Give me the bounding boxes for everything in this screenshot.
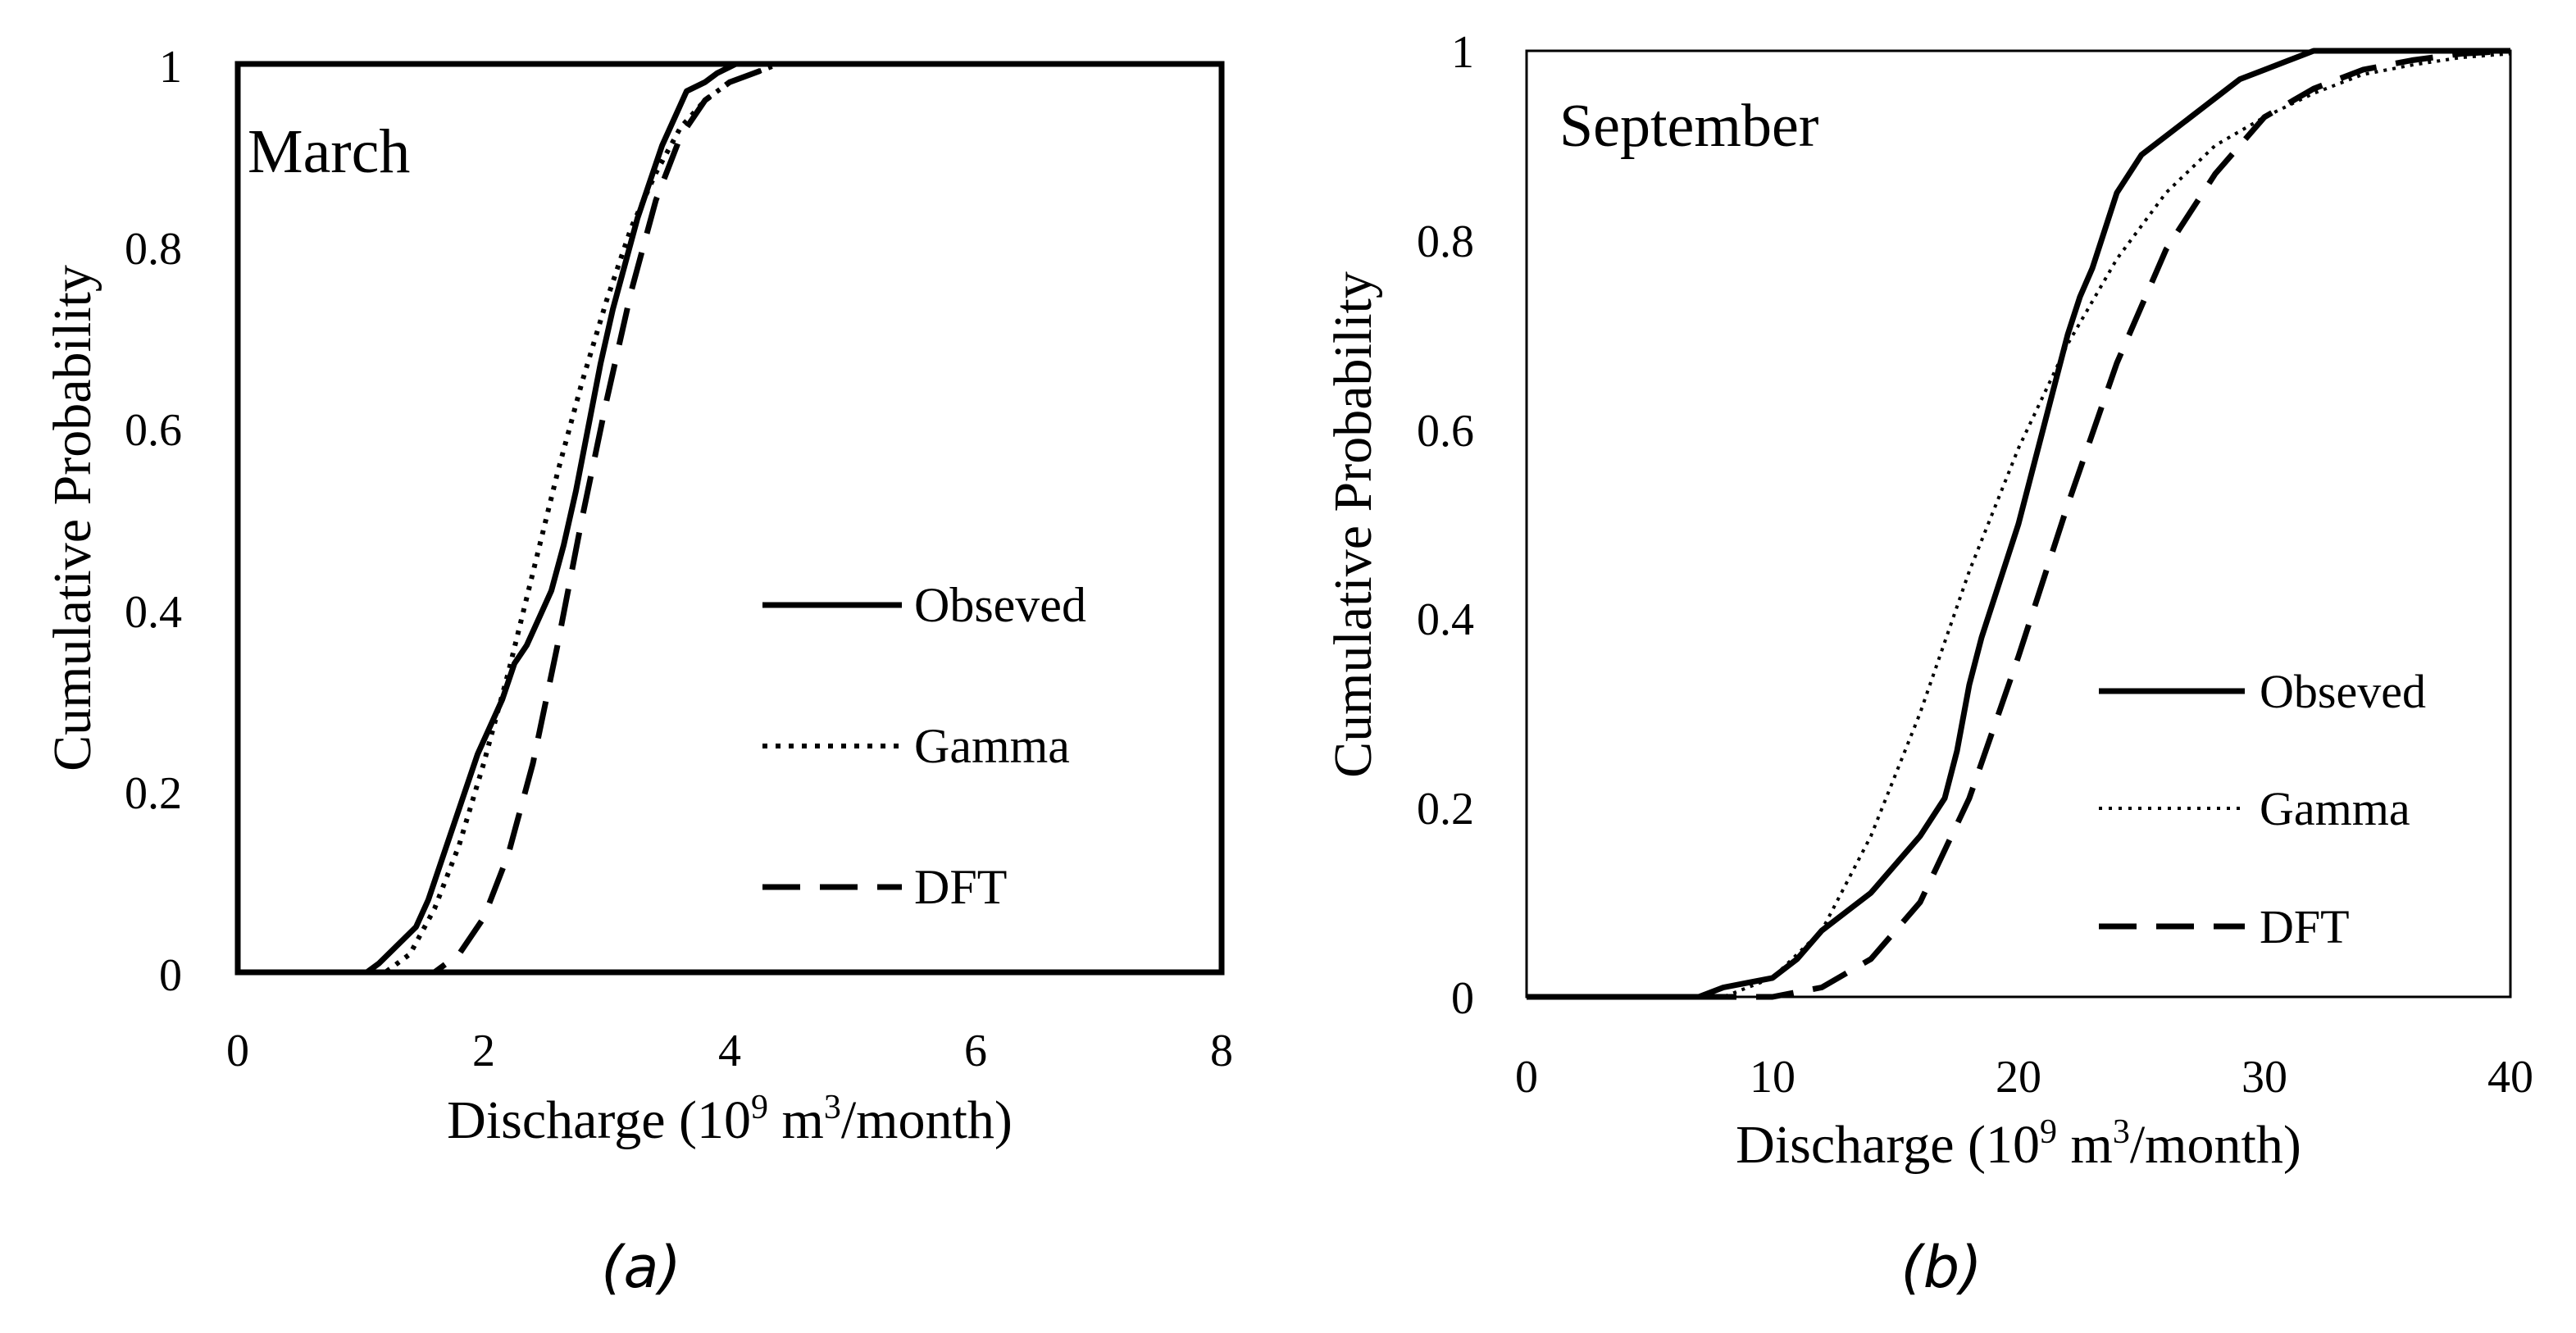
legend-label: Gamma [2260,782,2410,835]
series-line-obseved [1527,48,2510,1000]
x-axis-label: Discharge (109 m3/month) [447,1089,1013,1150]
x-tick-label: 8 [1210,1026,1233,1076]
x-axis-label-part: /month) [841,1090,1013,1150]
x-tick-labels: 0 10 20 30 40 [1515,1052,2533,1103]
y-tick-label: 1 [159,42,182,93]
x-tick-label: 0 [1515,1052,1538,1103]
x-axis-label-part: Discharge (10 [1736,1115,2040,1175]
x-tick-label: 4 [718,1026,741,1076]
series-group [238,61,1222,976]
series-line-gamma [238,61,1222,975]
y-tick-label: 0 [1451,973,1474,1024]
x-axis-label-exponent: 9 [2040,1113,2057,1151]
series-group [1527,48,2511,1000]
x-tick-label: 10 [1750,1052,1795,1103]
panel-label: September [1559,93,1818,160]
legend-label: Gamma [914,719,1070,773]
x-axis-label-part: Discharge (10 [447,1090,751,1150]
legend-label: Obseved [914,578,1086,632]
x-axis-label: Discharge (109 m3/month) [1736,1113,2301,1175]
y-tick-label: 0.8 [125,224,182,275]
x-tick-labels: 0 2 4 6 8 [226,1026,1233,1076]
y-tick-label: 0.2 [1417,784,1474,835]
plot-border [1525,49,2512,999]
x-tick-label: 0 [226,1026,249,1076]
figure-caption: (b) [1900,1234,1982,1301]
x-tick-label: 2 [472,1026,495,1076]
y-tick-labels: 0 0.2 0.4 0.6 0.8 1 [1417,27,1474,1024]
x-axis-label-part: m [2057,1115,2113,1175]
x-tick-label: 20 [1996,1052,2041,1103]
legend-label: Obseved [2260,665,2426,718]
series-line-dft [238,61,1222,976]
legend-label: DFT [914,860,1007,914]
series-line-gamma [1527,52,2511,999]
x-tick-label: 40 [2487,1052,2533,1103]
legend: Obseved Gamma DFT [762,578,1086,914]
chart-panel-b: September Cumulative Probability Dischar… [1323,27,2533,1301]
y-tick-label: 0.4 [1417,594,1474,645]
y-tick-label: 0.2 [125,768,182,819]
x-tick-label: 6 [964,1026,987,1076]
x-axis-label-exponent: 9 [751,1089,768,1126]
y-tick-labels: 0 0.2 0.4 0.6 0.8 1 [125,42,182,1001]
series-line-dft [1527,48,2511,1000]
x-axis-label-exponent: 3 [824,1089,841,1126]
x-axis-label-part: /month) [2130,1115,2301,1175]
y-tick-label: 0.8 [1417,216,1474,267]
x-axis-label-part: m [768,1090,824,1150]
series-line-obseved [238,61,1222,976]
y-tick-label: 1 [1451,27,1474,78]
legend: Obseved Gamma DFT [2099,665,2426,953]
panel-label: March [248,117,410,186]
y-tick-label: 0 [159,950,182,1001]
y-tick-label: 0.4 [125,587,182,638]
x-tick-label: 30 [2241,1052,2287,1103]
y-tick-label: 0.6 [125,405,182,456]
chart-panel-a: March Cumulative Probability Discharge (… [43,42,1233,1301]
y-tick-label: 0.6 [1417,406,1474,457]
figure-caption: (a) [601,1234,681,1301]
y-axis-label: Cumulative Probability [43,265,102,771]
y-axis-label: Cumulative Probability [1323,271,1383,778]
plot-border [234,61,1225,976]
legend-label: DFT [2260,900,2350,953]
x-axis-label-exponent: 3 [2113,1113,2130,1151]
